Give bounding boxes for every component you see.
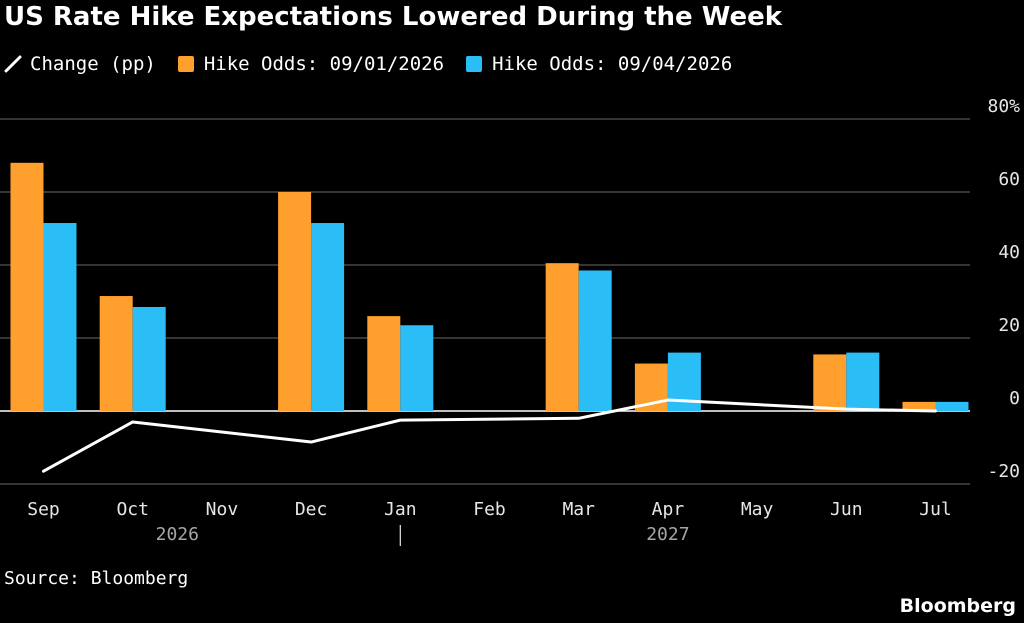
x-tick-label: Dec [295, 499, 328, 520]
year-label: 2026 [156, 524, 199, 545]
y-tick-label: 80% [987, 96, 1020, 117]
bar [99, 296, 133, 411]
source-note: Source: Bloomberg [4, 568, 189, 589]
legend-label-odds-0901: Hike Odds: 09/01/2026 [203, 53, 445, 75]
legend-item-odds-0904: Hike Odds: 09/04/2026 [466, 53, 732, 75]
bar [400, 325, 434, 411]
change-line [42, 398, 937, 473]
y-tick-label: 20 [998, 315, 1020, 336]
legend: Change (pp) Hike Odds: 09/01/2026 Hike O… [4, 50, 754, 78]
legend-label-change: Change (pp) [30, 53, 156, 75]
y-tick-label: 0 [1009, 388, 1020, 409]
bar [367, 316, 401, 411]
bar [545, 263, 579, 411]
orange-swatch-icon [177, 56, 194, 72]
legend-item-odds-0901: Hike Odds: 09/01/2026 [177, 53, 445, 75]
bar [578, 270, 612, 411]
y-tick-label: 40 [998, 242, 1020, 263]
x-tick-label: Mar [562, 499, 595, 520]
x-tick-label: Nov [206, 499, 239, 520]
y-tick-label: -20 [987, 461, 1020, 482]
x-tick-label: Sep [27, 499, 60, 520]
chart-title: US Rate Hike Expectations Lowered During… [4, 2, 783, 32]
year-label: 2027 [646, 524, 689, 545]
x-tick-label: Jul [919, 499, 952, 520]
x-tick-label: Jan [384, 499, 417, 520]
y-tick-label: 60 [998, 169, 1020, 190]
brand-logo: Bloomberg [899, 595, 1016, 617]
x-tick-label: Feb [473, 499, 506, 520]
bar [902, 401, 936, 411]
line-swatch-icon [4, 55, 22, 73]
x-tick-label: May [741, 499, 774, 520]
bar [813, 354, 847, 411]
x-tick-label: Oct [116, 499, 149, 520]
bar [846, 352, 880, 411]
x-tick-label: Apr [652, 499, 685, 520]
bar [935, 401, 969, 411]
x-tick-label: Jun [830, 499, 863, 520]
bar [132, 306, 166, 411]
legend-item-change: Change (pp) [4, 53, 156, 75]
bar [43, 223, 77, 411]
bar [10, 162, 44, 411]
legend-label-odds-0904: Hike Odds: 09/04/2026 [492, 53, 733, 75]
bar [311, 223, 345, 411]
blue-swatch-icon [466, 56, 483, 72]
bar [278, 192, 312, 411]
